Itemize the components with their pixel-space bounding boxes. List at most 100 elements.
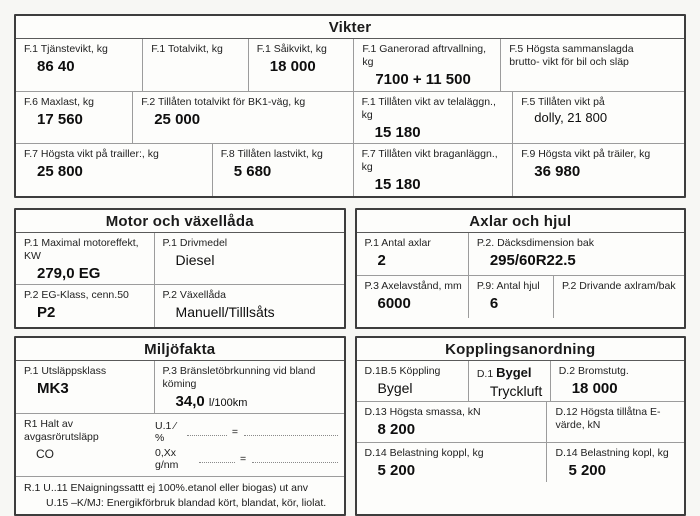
dotted-leader bbox=[198, 454, 235, 463]
emission-line-2: 0,Xx g/nm = bbox=[155, 447, 338, 471]
field-vaxellada: P.2 Växellåda Manuell/Tilllsåts bbox=[153, 285, 344, 327]
field-value: MK3 bbox=[37, 380, 69, 398]
field-tillaten-vikt-telalaggn: F.1 Tillåten vikt av telaläggn., kg 15 1… bbox=[352, 91, 513, 143]
section-vikter: Vikter F.1 Tjänstevikt, kg 86 40 F.1 Tot… bbox=[14, 14, 686, 198]
field-drivmedel: P.1 Drivmedel Diesel bbox=[153, 232, 344, 284]
equals-sign: = bbox=[231, 425, 238, 438]
fuel-value: 34,0 bbox=[175, 393, 205, 411]
field-label: P.3 Bränsletöbrkunning vid bland köming bbox=[162, 365, 316, 391]
emission-line-1: U.1 ⁄% = bbox=[155, 420, 338, 444]
emission-term: 0,Xx g/nm bbox=[155, 446, 179, 471]
field-value: 7100 + 11 500 bbox=[375, 71, 471, 89]
field-emission-equations: U.1 ⁄% = 0,Xx g/nm = bbox=[147, 414, 344, 476]
field-bransleforbrukning: P.3 Bränsletöbrkunning vid bland köming … bbox=[153, 361, 344, 413]
field-hogsta-sammanslagda-bruttovikt: F.5 Högsta sammanslagda brutto- vikt för… bbox=[500, 39, 684, 91]
vikter-row-1: F.1 Tjänstevikt, kg 86 40 F.1 Totalvikt,… bbox=[16, 39, 684, 91]
field-miljo-notes: R.1 U..11 ENaigningssattt ej 100%.etanol… bbox=[16, 477, 344, 515]
field-label: F.9 Högsta vikt på träiler, kg bbox=[521, 148, 651, 160]
field-label: F.1 Tillåten vikt av telaläggn., kg bbox=[361, 95, 496, 121]
field-utslappsklass: P.1 Utsläppsklass MK3 bbox=[16, 361, 154, 413]
field-maxlast: F.6 Maxlast, kg 17 560 bbox=[16, 92, 132, 144]
field-label: P.1 Drivmedel bbox=[162, 236, 228, 249]
field-value: dolly, 21 800 bbox=[534, 109, 608, 125]
field-label: F.7 Högsta vikt på trailler:, kg bbox=[24, 148, 159, 160]
vikter-row-2: F.6 Maxlast, kg 17 560 F.2 Tillåten tota… bbox=[16, 90, 684, 144]
section-title-motor: Motor och växellåda bbox=[16, 210, 344, 233]
field-label: F.1 Totalvikt, kg bbox=[151, 43, 223, 55]
field-label: D.2 Bromstutg. bbox=[558, 365, 629, 377]
field-label: D.14 Belastning kopl, kg bbox=[555, 447, 669, 460]
field-value: 25 000 bbox=[154, 110, 201, 128]
field-label: P.9: Antal hjul bbox=[476, 279, 540, 292]
field-value: 6 bbox=[489, 294, 499, 312]
field-axelavstand: P.3 Axelavstånd, mm 6000 bbox=[357, 276, 468, 318]
label-strong: Bygel bbox=[496, 365, 532, 380]
field-koppling: D.1B.5 Köppling Bygel bbox=[357, 361, 468, 401]
field-label: D.1B.5 Köppling bbox=[364, 365, 441, 377]
field-label-co: CO bbox=[36, 446, 54, 461]
field-dacksdimension-bak: P.2. Däcksdimension bak 295/60R22.5 bbox=[467, 232, 684, 275]
axlar-row-2: P.3 Axelavstånd, mm 6000 P.9: Antal hjul… bbox=[356, 274, 684, 318]
field-label: F.8 Tillåten lastvikt, kg bbox=[220, 148, 323, 160]
field-tillaten-vikt-dolly: F.5 Tillåten vikt på dolly, 21 800 bbox=[512, 91, 684, 143]
field-saikvikt: F.1 Såikvikt, kg 18 000 bbox=[247, 39, 354, 91]
field-avgasrorutslapp: R1 Halt av avgasrörutsläpp CO bbox=[16, 414, 147, 476]
field-tillaten-totalvikt-bk1: F.2 Tillåten totalvikt för BK1-väg, kg 2… bbox=[132, 91, 352, 143]
miljo-row-1: P.1 Utsläppsklass MK3 P.3 Bränsletöbrkun… bbox=[16, 361, 344, 413]
dotted-leader bbox=[252, 454, 338, 463]
section-motor: Motor och växellåda P.1 Maximal motoreff… bbox=[14, 207, 346, 329]
field-tjanstevikt: F.1 Tjänstevikt, kg 86 40 bbox=[16, 39, 142, 91]
field-belastning-koppl: D.14 Belastning koppl, kg 5 200 bbox=[357, 443, 547, 481]
field-value: 17 560 bbox=[37, 110, 83, 128]
vikter-row-3: F.7 Högsta vikt på trailler:, kg 25 800 … bbox=[16, 143, 684, 196]
dotted-leader bbox=[244, 427, 338, 436]
field-label: P.1 Antal axlar bbox=[364, 236, 431, 249]
field-value: P2 bbox=[37, 304, 56, 322]
motor-row-1: P.1 Maximal motoreffekt, KW 279,0 EG P.1… bbox=[16, 232, 344, 285]
field-value: 6000 bbox=[377, 294, 411, 312]
motor-row-2: P.2 EG-Klass, cenn.50 P2 P.2 Växellåda M… bbox=[16, 284, 344, 327]
field-label: F.1 Ganerorad aftrvallning, kg bbox=[362, 43, 487, 69]
field-label: F.5 Tillåten vikt på bbox=[521, 95, 605, 108]
bottom-sections: Miljöfakta P.1 Utsläppsklass MK3 P.3 Brä… bbox=[14, 336, 686, 516]
field-drivande-axlram: P.2 Drivande axlram/bak bbox=[552, 275, 684, 318]
field-bygel: D.1 Bygel Tryckluft bbox=[467, 361, 550, 402]
field-label: F.2 Tillåten totalvikt för BK1-väg, kg bbox=[141, 95, 306, 108]
field-label: F.6 Maxlast, kg bbox=[24, 95, 95, 108]
field-tillaten-vikt-braganlaggn: F.7 Tillåten vikt braganläggn., kg 15 18… bbox=[352, 144, 513, 196]
field-label: D.1 Bygel bbox=[477, 365, 544, 381]
field-value: 34,0 l/100km bbox=[176, 393, 338, 410]
field-value: 86 40 bbox=[37, 58, 75, 76]
field-motoreffekt: P.1 Maximal motoreffekt, KW 279,0 EG bbox=[16, 233, 154, 285]
field-value: 279,0 EG bbox=[37, 264, 101, 282]
field-value: Manuell/Tilllsåts bbox=[175, 304, 275, 321]
field-value: 15 180 bbox=[374, 123, 421, 141]
field-hogsta-tillatna-e-varde: D.12 Högsta tillåtna E- värde, kN bbox=[546, 402, 684, 443]
field-label: R1 Halt av avgasrörutsläpp bbox=[24, 417, 99, 443]
field-value: 2 bbox=[377, 251, 386, 269]
field-value: 18 000 bbox=[269, 58, 316, 76]
field-value: 18 000 bbox=[571, 380, 618, 398]
field-tillaten-lastvikt: F.8 Tillåten lastvikt, kg 5 680 bbox=[211, 144, 353, 196]
emission-term: U.1 ⁄% bbox=[155, 419, 177, 444]
section-axlar: Axlar och hjul P.1 Antal axlar 2 P.2. Dä… bbox=[354, 207, 686, 329]
section-miljofakta: Miljöfakta P.1 Utsläppsklass MK3 P.3 Brä… bbox=[14, 336, 346, 516]
field-antal-axlar: P.1 Antal axlar 2 bbox=[357, 233, 468, 275]
section-title-vikter: Vikter bbox=[16, 16, 684, 39]
field-label: P.2 EG-Klass, cenn.50 bbox=[24, 289, 129, 301]
field-label: D.14 Belastning koppl, kg bbox=[364, 447, 484, 460]
field-value: 8 200 bbox=[377, 421, 416, 439]
axlar-row-1: P.1 Antal axlar 2 P.2. Däcksdimension ba… bbox=[357, 232, 685, 275]
field-label: D.13 Högsta smassa, kN bbox=[364, 406, 481, 419]
section-title-axlar: Axlar och hjul bbox=[356, 210, 684, 233]
field-label: P.1 Utsläppsklass bbox=[24, 365, 107, 377]
field-ganerorad-aftrvallning: F.1 Ganerorad aftrvallning, kg 7100 + 11… bbox=[353, 39, 500, 91]
field-hogsta-vikt-trailler: F.7 Högsta vikt på trailler:, kg 25 800 bbox=[16, 144, 212, 196]
field-value: 15 180 bbox=[374, 176, 421, 194]
middle-sections: Motor och växellåda P.1 Maximal motoreff… bbox=[14, 207, 686, 329]
field-value: 5 200 bbox=[568, 462, 606, 480]
miljo-row-notes: R.1 U..11 ENaigningssattt ej 100%.etanol… bbox=[16, 475, 344, 515]
field-value: Tryckluft bbox=[489, 383, 543, 400]
koppling-row-2: D.13 Högsta smassa, kN 8 200 D.12 Högsta… bbox=[356, 401, 684, 443]
